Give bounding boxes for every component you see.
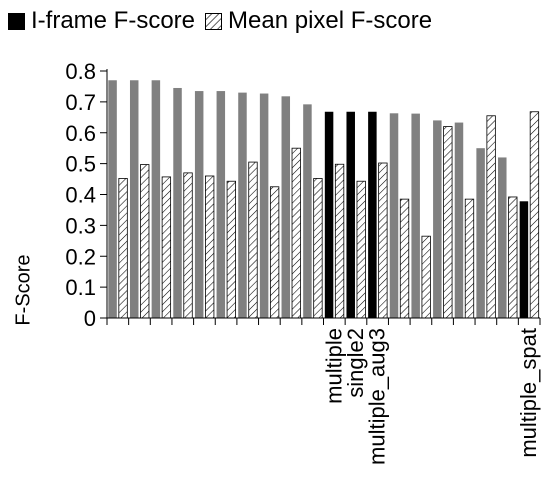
legend-label-iframe: I-frame F-score: [31, 7, 196, 34]
bar-iframe: [454, 122, 464, 318]
legend-swatch-hatched: [205, 12, 223, 30]
bar-iframe: [433, 120, 442, 319]
bar-iframe: [411, 113, 420, 318]
bar-pixel: [140, 164, 150, 319]
bar-iframe: [498, 157, 507, 318]
y-tick-label: 0.7: [65, 90, 96, 115]
bar-iframe: [324, 111, 334, 318]
bar-iframe: [151, 80, 161, 318]
x-tick-label: multiple_aug3: [365, 328, 390, 465]
bar-pixel: [118, 178, 128, 319]
bar-iframe: [281, 96, 291, 318]
legend-item-iframe: I-frame F-score: [8, 7, 195, 35]
bar-pixel: [313, 178, 323, 319]
bar-pixel: [334, 163, 345, 319]
y-tick-label: 0.6: [65, 121, 96, 146]
bar-pixel: [508, 196, 518, 319]
bar-pixel: [291, 147, 301, 319]
bar-pixel: [399, 198, 410, 319]
bar-iframe: [368, 111, 377, 318]
bar-pixel: [226, 180, 236, 319]
bar-pixel: [529, 111, 540, 319]
bar-pixel: [161, 176, 172, 319]
bar-iframe: [194, 91, 204, 318]
bar-iframe: [259, 93, 269, 318]
bar-iframe: [238, 92, 247, 318]
x-tick-label: multiple_spat: [516, 328, 541, 458]
y-tick-label: 0.2: [65, 244, 96, 269]
chart-legend: I-frame F-score Mean pixel F-score: [8, 6, 442, 36]
bar-pixel: [269, 186, 280, 319]
bar-iframe: [519, 201, 529, 318]
legend-item-pixel: Mean pixel F-score: [205, 7, 432, 35]
bar-iframe: [303, 104, 312, 318]
x-tick-label: single2: [343, 328, 368, 398]
bar-pixel: [421, 235, 431, 319]
bar-iframe: [346, 111, 355, 318]
bar-pixel: [443, 126, 453, 319]
y-tick-label: 0.4: [65, 183, 96, 208]
x-tick-label: multiple: [321, 328, 346, 404]
legend-swatch-solid: [8, 12, 25, 30]
bar-iframe: [389, 113, 399, 318]
plot-area: 0 0.1 0.2 0.3 0.4 0.5 0.6 0.7 0.8 multiplesingle2…: [65, 59, 541, 465]
y-tick-label: 0.8: [65, 59, 96, 84]
bar-pixel: [248, 161, 258, 319]
legend-label-pixel: Mean pixel F-score: [228, 7, 433, 34]
y-tick-label: 0.3: [65, 213, 96, 238]
bar-iframe: [173, 87, 182, 318]
y-tick-label: 0.5: [65, 152, 96, 177]
bar-iframe: [129, 80, 139, 318]
bar-pixel: [356, 180, 366, 319]
bar-iframe: [108, 80, 117, 318]
bar-pixel: [205, 175, 215, 319]
bar-pixel: [378, 162, 388, 319]
bar-pixel: [486, 115, 496, 319]
bar-pixel: [183, 172, 193, 319]
y-tick-label: 0.1: [65, 275, 96, 300]
bar-pixel: [464, 198, 475, 319]
y-tick-label: 0: [84, 306, 96, 331]
bar-iframe: [216, 91, 226, 318]
bar-iframe: [476, 148, 485, 318]
